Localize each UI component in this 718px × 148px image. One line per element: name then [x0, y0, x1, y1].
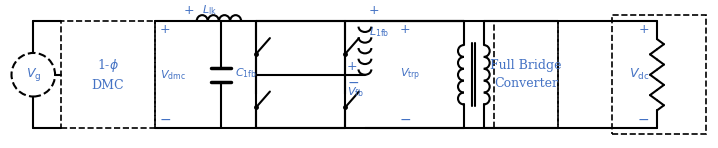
Text: $V_{\rm dc}$: $V_{\rm dc}$	[629, 67, 649, 82]
Text: $V_{\rm fb}$: $V_{\rm fb}$	[347, 86, 364, 99]
Text: +: +	[347, 60, 358, 73]
Text: $V_{\rm g}$: $V_{\rm g}$	[26, 66, 41, 83]
Text: +: +	[183, 4, 194, 17]
Text: $L_{\rm 1fb}$: $L_{\rm 1fb}$	[369, 25, 389, 39]
Text: $L_{\rm lk}$: $L_{\rm lk}$	[202, 4, 217, 17]
Text: +: +	[638, 23, 649, 36]
Text: −: −	[400, 113, 411, 127]
Text: +: +	[400, 23, 410, 36]
Text: $V_{\rm dmc}$: $V_{\rm dmc}$	[160, 68, 186, 82]
Text: +: +	[369, 4, 380, 17]
Text: $V_{\rm trp}$: $V_{\rm trp}$	[400, 67, 420, 83]
Text: −: −	[638, 113, 649, 127]
Text: +: +	[160, 23, 171, 36]
Text: 1-$\phi$
DMC: 1-$\phi$ DMC	[92, 57, 124, 92]
Text: −: −	[160, 113, 172, 127]
Text: Full Bridge
Converter: Full Bridge Converter	[490, 59, 561, 90]
Text: −: −	[347, 76, 359, 90]
Text: $C_{\rm 1fb}$: $C_{\rm 1fb}$	[236, 66, 257, 80]
